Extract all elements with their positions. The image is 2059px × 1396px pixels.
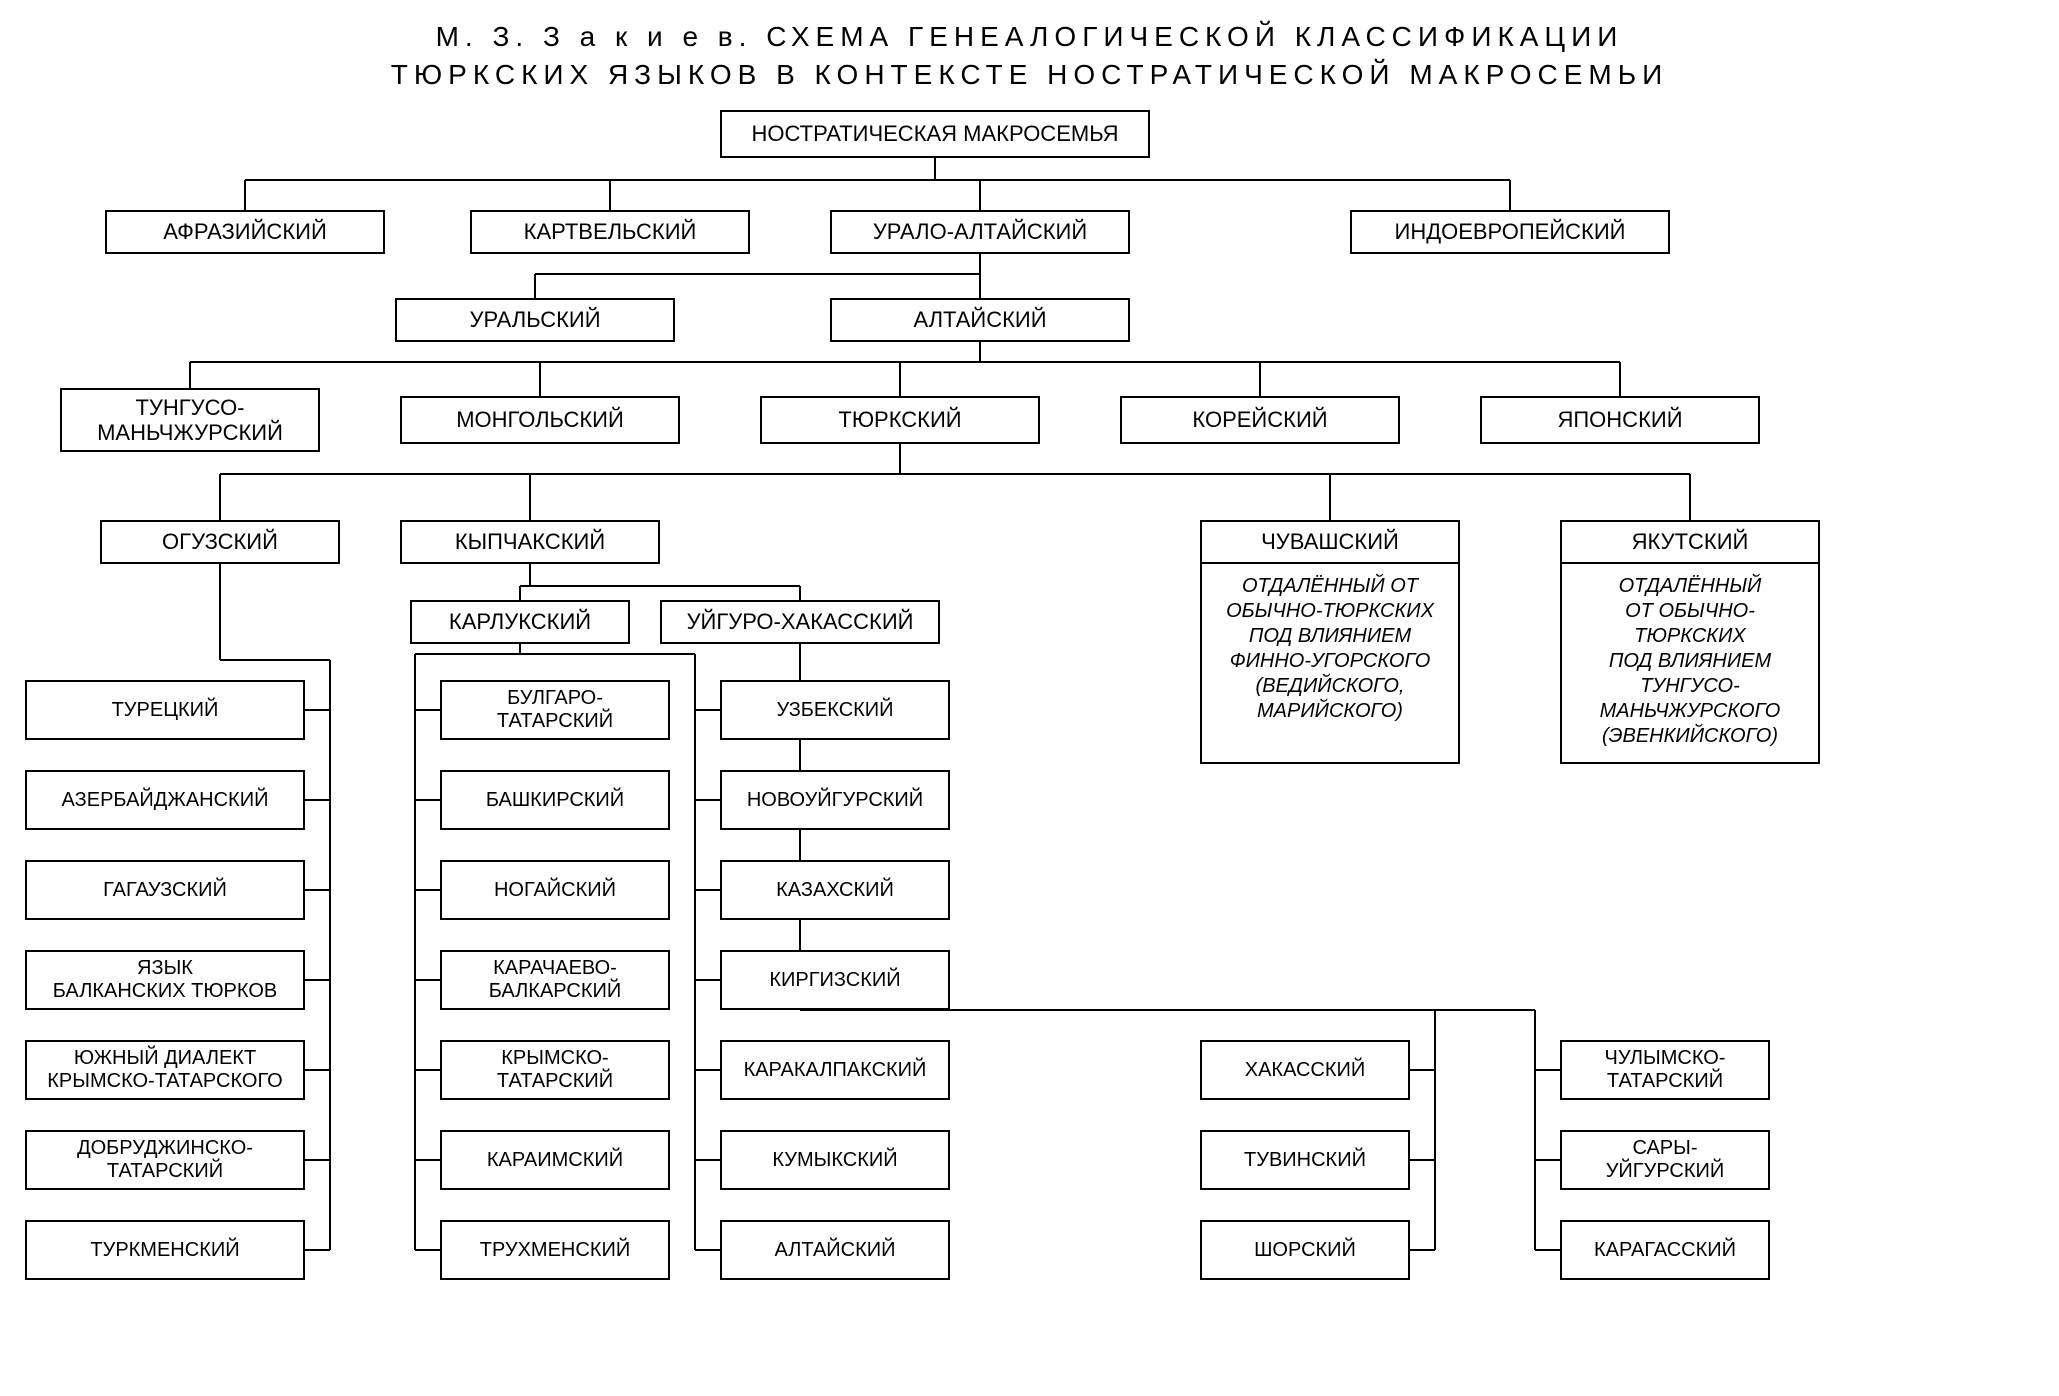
node-tungman: ТУНГУСО-МАНЬЧЖУРСКИЙ: [60, 388, 320, 452]
leaf-uh-r-1: САРЫ-УЙГУРСКИЙ: [1560, 1130, 1770, 1190]
leaf-kypch-4: КРЫМСКО-ТАТАРСКИЙ: [440, 1040, 670, 1100]
node-afras: АФРАЗИЙСКИЙ: [105, 210, 385, 254]
leaf-oguz-5: ДОБРУДЖИНСКО-ТАТАРСКИЙ: [25, 1130, 305, 1190]
node-root: НОСТРАТИЧЕСКАЯ МАКРОСЕМЬЯ: [720, 110, 1150, 158]
note: ОТДАЛЁННЫЙ ОТОБЫЧНО-ТЮРКСКИХПОД ВЛИЯНИЕМ…: [1200, 564, 1460, 764]
leaf-kypch-3: КАРАЧАЕВО-БАЛКАРСКИЙ: [440, 950, 670, 1010]
node-korean: КОРЕЙСКИЙ: [1120, 396, 1400, 444]
leaf-karluk-4: КАРАКАЛПАКСКИЙ: [720, 1040, 950, 1100]
leaf-kypch-6: ТРУХМЕНСКИЙ: [440, 1220, 670, 1280]
leaf-kypch-1: БАШКИРСКИЙ: [440, 770, 670, 830]
node-japan: ЯПОНСКИЙ: [1480, 396, 1760, 444]
node-mong: МОНГОЛЬСКИЙ: [400, 396, 680, 444]
leaf-kypch-5: КАРАИМСКИЙ: [440, 1130, 670, 1190]
leaf-karluk-2: КАЗАХСКИЙ: [720, 860, 950, 920]
leaf-oguz-0: ТУРЕЦКИЙ: [25, 680, 305, 740]
node-kypch: КЫПЧАКСКИЙ: [400, 520, 660, 564]
node-yakut: ЯКУТСКИЙ: [1560, 520, 1820, 564]
leaf-uh-r-2: КАРАГАССКИЙ: [1560, 1220, 1770, 1280]
leaf-karluk-1: НОВОУЙГУРСКИЙ: [720, 770, 950, 830]
node-turkic: ТЮРКСКИЙ: [760, 396, 1040, 444]
leaf-uh-l-1: ТУВИНСКИЙ: [1200, 1130, 1410, 1190]
author: М. З. З а к и е в.: [436, 21, 753, 52]
node-indoeur: ИНДОЕВРОПЕЙСКИЙ: [1350, 210, 1670, 254]
leaf-uh-r-0: ЧУЛЫМСКО-ТАТАРСКИЙ: [1560, 1040, 1770, 1100]
leaf-uh-l-0: ХАКАССКИЙ: [1200, 1040, 1410, 1100]
leaf-karluk-6: АЛТАЙСКИЙ: [720, 1220, 950, 1280]
title-line2: ТЮРКСКИХ ЯЗЫКОВ В КОНТЕКСТЕ НОСТРАТИЧЕСК…: [391, 59, 1668, 90]
leaf-oguz-4: ЮЖНЫЙ ДИАЛЕКТКРЫМСКО-ТАТАРСКОГО: [25, 1040, 305, 1100]
node-kartv: КАРТВЕЛЬСКИЙ: [470, 210, 750, 254]
diagram-title: М. З. З а к и е в. СХЕМА ГЕНЕАЛОГИЧЕСКОЙ…: [0, 0, 2059, 94]
leaf-karluk-5: КУМЫКСКИЙ: [720, 1130, 950, 1190]
node-altai: АЛТАЙСКИЙ: [830, 298, 1130, 342]
node-oguz: ОГУЗСКИЙ: [100, 520, 340, 564]
leaf-karluk-0: УЗБЕКСКИЙ: [720, 680, 950, 740]
node-karluk: КАРЛУКСКИЙ: [410, 600, 630, 644]
node-uighkhak: УЙГУРО-ХАКАССКИЙ: [660, 600, 940, 644]
leaf-oguz-1: АЗЕРБАЙДЖАНСКИЙ: [25, 770, 305, 830]
leaf-karluk-3: КИРГИЗСКИЙ: [720, 950, 950, 1010]
leaf-kypch-2: НОГАЙСКИЙ: [440, 860, 670, 920]
node-uralalt: УРАЛО-АЛТАЙСКИЙ: [830, 210, 1130, 254]
leaf-kypch-0: БУЛГАРО-ТАТАРСКИЙ: [440, 680, 670, 740]
note: ОТДАЛЁННЫЙОТ ОБЫЧНО-ТЮРКСКИХПОД ВЛИЯНИЕМ…: [1560, 564, 1820, 764]
node-chuv: ЧУВАШСКИЙ: [1200, 520, 1460, 564]
title-line1: СХЕМА ГЕНЕАЛОГИЧЕСКОЙ КЛАССИФИКАЦИИ: [766, 21, 1623, 52]
node-ural: УРАЛЬСКИЙ: [395, 298, 675, 342]
leaf-oguz-6: ТУРКМЕНСКИЙ: [25, 1220, 305, 1280]
leaf-uh-l-2: ШОРСКИЙ: [1200, 1220, 1410, 1280]
leaf-oguz-3: ЯЗЫКБАЛКАНСКИХ ТЮРКОВ: [25, 950, 305, 1010]
leaf-oguz-2: ГАГАУЗСКИЙ: [25, 860, 305, 920]
